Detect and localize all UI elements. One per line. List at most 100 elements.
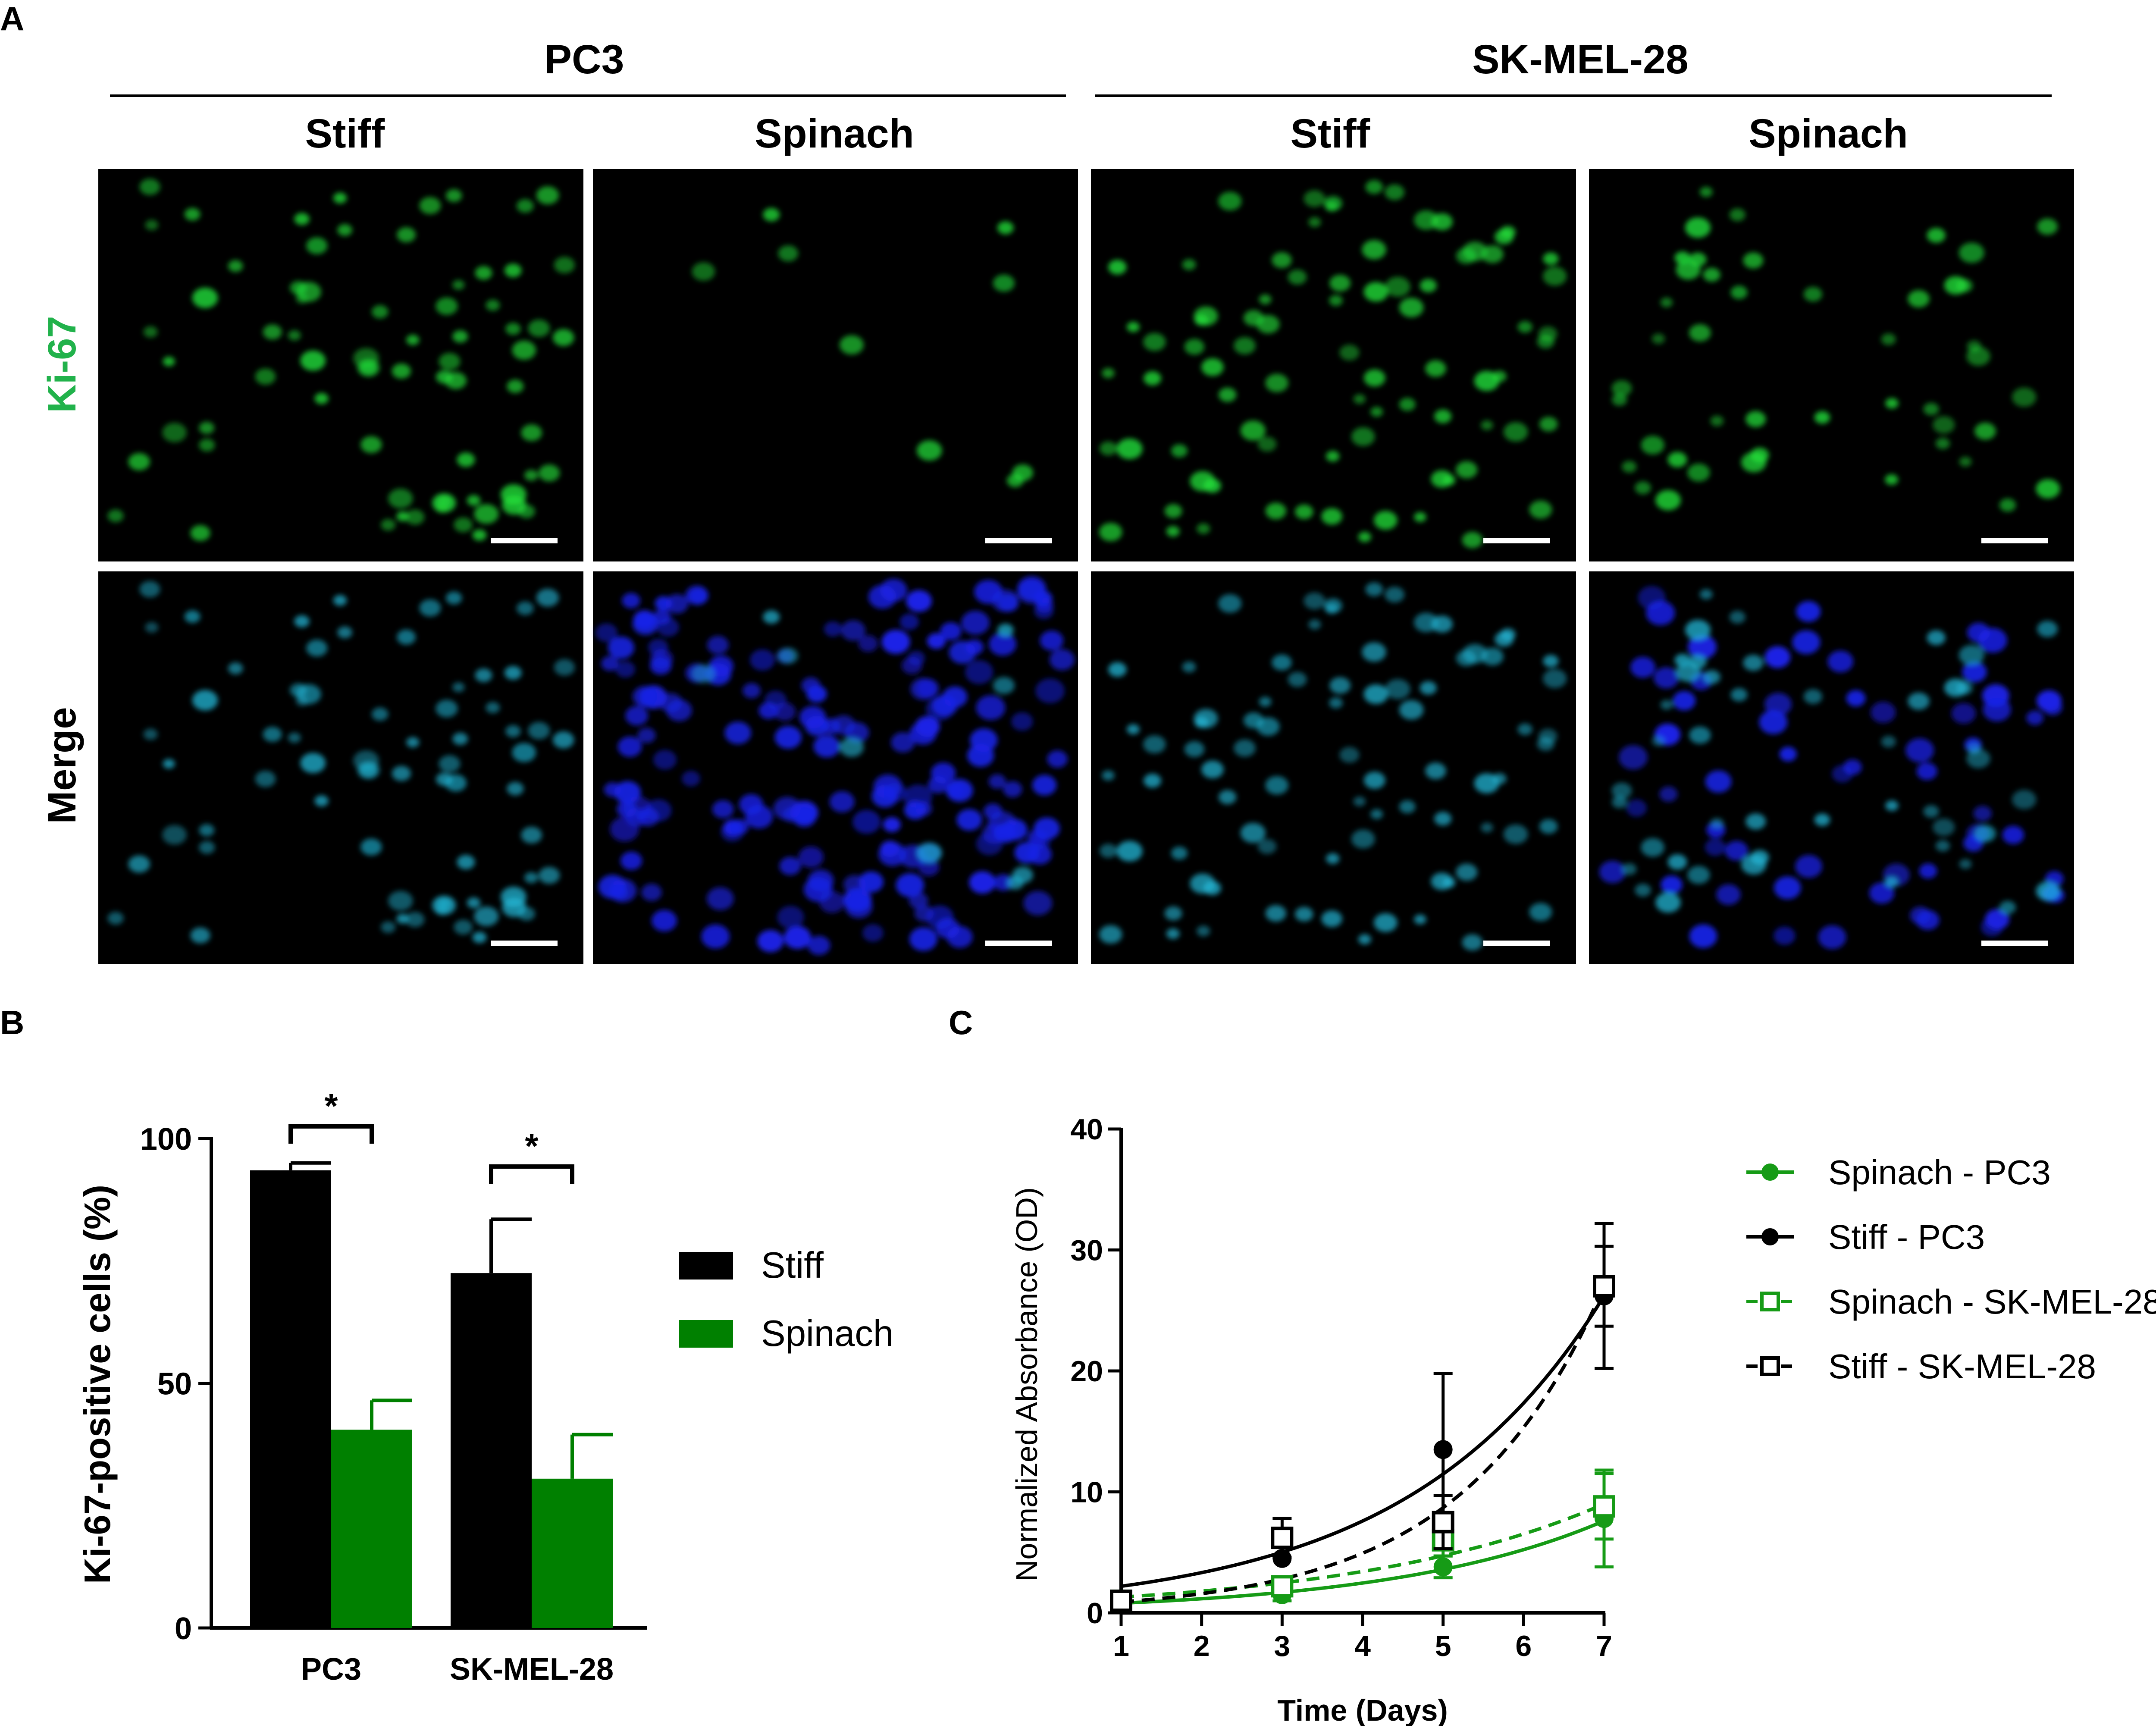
ki67-nucleus: [1102, 368, 1115, 378]
ki67-nucleus: [692, 262, 715, 281]
merged-nucleus: [1885, 876, 1899, 888]
ki67-nucleus: [1481, 420, 1493, 430]
dapi-nucleus: [610, 817, 639, 842]
merged-nucleus: [1635, 884, 1651, 897]
merged-nucleus: [1517, 723, 1532, 735]
dapi-nucleus: [1630, 656, 1655, 678]
line-chart: 0 10 20 30 40 1 2 3 4 5 6 7 Spinach - PC3 Stiff - PC3…: [1070, 1113, 2156, 1662]
merged-nucleus: [360, 838, 382, 856]
merged-nucleus: [1730, 688, 1748, 702]
ki67-nucleus: [405, 509, 425, 525]
dapi-nucleus: [974, 580, 1003, 604]
merged-nucleus: [2037, 621, 2058, 637]
dapi-nucleus: [1982, 684, 2009, 708]
dapi-nucleus: [967, 744, 994, 767]
ki67-nucleus: [1959, 242, 1984, 263]
merged-nucleus: [1329, 677, 1351, 694]
ki67-nucleus: [1442, 475, 1456, 486]
ki67-nucleus: [190, 525, 210, 541]
merged-nucleus: [474, 906, 499, 926]
line-chart-xlabel: Time (Days): [1277, 1694, 1448, 1726]
dapi-nucleus: [745, 805, 773, 829]
merged-nucleus: [1240, 823, 1266, 843]
ki67-nucleus: [1099, 441, 1117, 456]
ki67-nucleus: [1127, 322, 1140, 332]
merged-nucleus: [397, 629, 416, 645]
ki67-nucleus: [840, 335, 864, 355]
ki67-nucleus: [1006, 474, 1024, 487]
dapi-nucleus: [657, 618, 679, 637]
dapi-nucleus: [608, 636, 634, 659]
ki67-nucleus: [1295, 504, 1313, 519]
merged-nucleus: [1529, 903, 1552, 921]
dapi-nucleus: [1049, 649, 1075, 671]
ki67-nucleus: [1529, 500, 1552, 519]
dapi-nucleus: [650, 656, 672, 675]
line-legend-label: Spinach - SK-MEL-28: [1828, 1283, 2156, 1321]
merged-nucleus: [1495, 631, 1514, 647]
merged-nucleus: [306, 640, 328, 657]
nuclei: [107, 581, 575, 944]
ki67-nucleus: [1194, 306, 1218, 326]
dapi-nucleus: [645, 799, 672, 822]
merged-nucleus: [436, 699, 458, 718]
merged-nucleus: [1099, 844, 1117, 858]
merged-nucleus: [162, 825, 187, 845]
panel-b-letter: B: [0, 1004, 24, 1041]
merged-nucleus: [432, 896, 456, 915]
merged-nucleus: [452, 682, 465, 692]
ki67-nucleus: [1218, 191, 1242, 211]
ki67-nucleus: [1116, 438, 1143, 459]
nuclei: [595, 576, 1075, 955]
ki67-nucleus: [1503, 422, 1528, 442]
ki67-nucleus: [1885, 474, 1899, 485]
line-x-tick-label: 1: [1113, 1630, 1129, 1662]
merged-nucleus: [184, 610, 201, 623]
ki67-nucleus: [1635, 481, 1651, 495]
dapi-nucleus: [1689, 924, 1717, 948]
ki67-nucleus: [192, 287, 218, 308]
ki67-nucleus: [1143, 333, 1166, 351]
merged-nucleus: [1218, 790, 1237, 804]
dapi-nucleus: [783, 926, 811, 949]
ki67-nucleus: [1308, 217, 1321, 227]
merged-nucleus: [314, 795, 329, 807]
ki67-nucleus: [1651, 333, 1665, 344]
micrograph-merge-3: [1091, 571, 1576, 964]
dapi-nucleus: [706, 887, 734, 910]
ki67-nucleus: [1351, 427, 1375, 446]
ki67-nucleus: [288, 330, 301, 341]
ki67-nucleus: [381, 519, 396, 531]
ki67-nucleus: [2037, 218, 2058, 235]
dapi-nucleus: [949, 641, 976, 664]
dapi-nucleus: [841, 620, 865, 641]
dapi-nucleus: [1034, 602, 1054, 619]
merged-nucleus: [467, 897, 481, 908]
merged-nucleus: [1218, 594, 1242, 613]
merged-nucleus: [1339, 747, 1360, 763]
ki67-nucleus: [1667, 452, 1687, 467]
ki67-nucleus: [1492, 370, 1507, 382]
merged-nucleus: [192, 690, 218, 711]
ki67-nucleus: [457, 452, 475, 467]
dapi-nucleus: [1040, 630, 1064, 651]
merged-nucleus: [1543, 669, 1567, 688]
merged-nucleus: [778, 647, 799, 664]
merged-nucleus: [1927, 630, 1946, 646]
line-x-tick-label: 3: [1274, 1630, 1290, 1662]
merged-nucleus: [1164, 906, 1182, 921]
dapi-nucleus: [976, 832, 1003, 856]
merged-nucleus: [1358, 934, 1371, 945]
merged-nucleus: [396, 913, 409, 924]
merged-nucleus: [1351, 829, 1375, 849]
nuclei: [1611, 187, 2060, 512]
merged-nucleus: [1923, 805, 1939, 818]
merged-nucleus: [1908, 692, 1930, 710]
significance-bracket: [489, 1164, 574, 1184]
line-y-tick-label: 10: [1070, 1476, 1103, 1509]
dapi-nucleus: [989, 632, 1016, 656]
merged-nucleus: [1144, 773, 1162, 788]
merged-nucleus: [1885, 800, 1899, 811]
dapi-nucleus: [641, 883, 662, 901]
ki67-nucleus: [1420, 279, 1437, 293]
